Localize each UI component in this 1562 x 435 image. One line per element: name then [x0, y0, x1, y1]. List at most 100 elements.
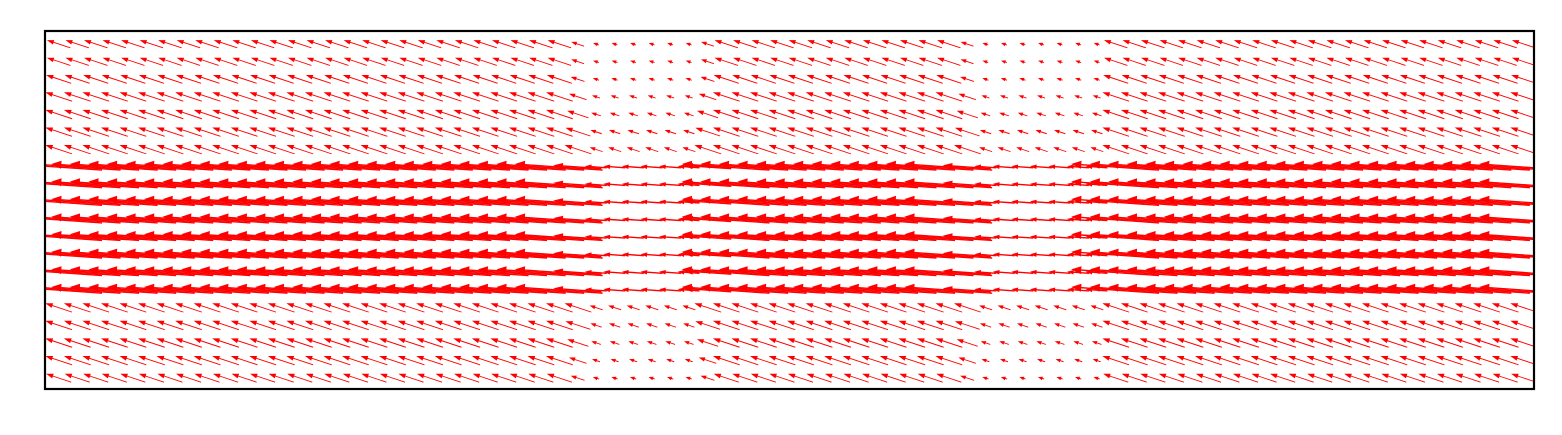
quiver-arrow — [683, 323, 695, 328]
quiver-arrow — [403, 248, 492, 259]
quiver-arrow — [1325, 75, 1351, 84]
quiver-arrow — [640, 164, 663, 169]
quiver-arrow — [1473, 145, 1501, 155]
quiver-arrow — [417, 57, 442, 66]
quiver-arrow — [954, 321, 980, 330]
quiver-arrow — [956, 339, 978, 347]
quiver-arrow — [397, 109, 425, 120]
quiver-arrow — [1275, 283, 1364, 294]
quiver-arrow — [1126, 248, 1215, 259]
quiver-arrow — [403, 266, 492, 277]
quiver-arrow — [584, 182, 607, 187]
quiver-arrow — [1386, 195, 1475, 206]
quiver-arrow — [379, 320, 406, 331]
quiver-arrow — [361, 373, 387, 383]
quiver-arrow — [416, 320, 444, 331]
quiver-arrow — [1233, 57, 1258, 66]
quiver-arrow — [1089, 283, 1178, 294]
quiver-arrow — [621, 217, 644, 222]
quiver-arrow — [1034, 147, 1048, 152]
quiver-arrow — [1120, 320, 1148, 331]
quiver-arrow — [584, 252, 607, 257]
quiver-arrow — [1293, 266, 1382, 277]
quiver-arrow — [1036, 112, 1046, 117]
quiver-arrow — [640, 199, 663, 205]
quiver-arrow — [629, 77, 637, 82]
quiver-arrow — [471, 109, 499, 120]
quiver-arrow — [514, 266, 603, 277]
quiver-arrow — [385, 231, 473, 242]
quiver-arrow — [848, 283, 937, 294]
quiver-arrow — [659, 217, 681, 222]
quiver-arrow — [1011, 252, 1034, 257]
quiver-arrow — [175, 338, 202, 348]
quiver-arrow — [1001, 60, 1007, 64]
quiver-arrow — [974, 252, 997, 257]
quiver-arrow — [569, 93, 587, 101]
quiver-arrow — [1363, 40, 1388, 49]
quiver-arrow — [1054, 112, 1065, 117]
quiver-arrow — [273, 266, 362, 277]
quiver-arrow — [1104, 40, 1128, 49]
quiver-arrow — [490, 303, 518, 313]
quiver-arrow — [45, 199, 121, 206]
quiver-arrow — [1140, 75, 1166, 84]
quiver-arrow — [1455, 373, 1481, 383]
quiver-arrow — [45, 356, 73, 366]
quiver-arrow — [1195, 75, 1222, 84]
quiver-arrow — [664, 129, 676, 135]
quiver-arrow — [1108, 160, 1197, 171]
quiver-arrow — [1213, 109, 1241, 120]
quiver-arrow — [751, 40, 776, 49]
quiver-arrow — [69, 195, 158, 206]
quiver-arrow — [1036, 341, 1046, 345]
quiver-arrow — [1275, 213, 1364, 224]
quiver-arrow — [899, 75, 925, 84]
quiver-arrow — [848, 266, 937, 277]
quiver-arrow — [45, 92, 73, 102]
quiver-arrow — [750, 303, 777, 313]
quiver-arrow — [867, 248, 956, 259]
quiver-arrow — [144, 248, 232, 259]
quiver-arrow — [1250, 92, 1278, 102]
quiver-arrow — [1120, 92, 1148, 102]
quiver-arrow — [731, 92, 759, 102]
quiver-arrow — [385, 283, 473, 294]
quiver-arrow — [1287, 109, 1315, 120]
quiver-arrow — [1145, 178, 1234, 189]
quiver-arrow — [879, 320, 907, 331]
quiver-arrow — [106, 178, 195, 189]
quiver-arrow — [731, 303, 759, 313]
quiver-arrow — [694, 303, 722, 313]
quiver-arrow — [564, 303, 592, 313]
quiver-arrow — [1511, 75, 1534, 84]
quiver-arrow — [527, 320, 555, 331]
quiver-arrow — [603, 199, 626, 205]
quiver-arrow — [1330, 266, 1419, 277]
quiver-arrow — [787, 127, 814, 137]
quiver-arrow — [1289, 57, 1313, 66]
quiver-arrow — [324, 373, 350, 383]
quiver-arrow — [1437, 40, 1462, 49]
quiver-arrow — [199, 231, 288, 242]
quiver-arrow — [82, 320, 110, 331]
quiver-arrow — [459, 248, 548, 259]
quiver-arrow — [1343, 303, 1371, 313]
quiver-arrow — [1139, 320, 1167, 331]
quiver-arrow — [1034, 305, 1048, 311]
quiver-arrow — [385, 195, 473, 206]
quiver-arrow — [1120, 303, 1148, 313]
quiver-arrow — [273, 283, 362, 294]
quiver-arrow — [286, 127, 314, 137]
quiver-arrow — [286, 109, 314, 120]
quiver-arrow — [898, 145, 926, 155]
quiver-arrow — [879, 303, 907, 313]
quiver-arrow — [1158, 127, 1185, 137]
quiver-arrow — [879, 356, 907, 366]
quiver-arrow — [63, 356, 91, 366]
quiver-arrow — [162, 231, 251, 242]
quiver-arrow — [459, 231, 548, 242]
quiver-arrow — [774, 248, 863, 259]
quiver-arrow — [342, 373, 369, 383]
quiver-arrow — [904, 266, 993, 277]
